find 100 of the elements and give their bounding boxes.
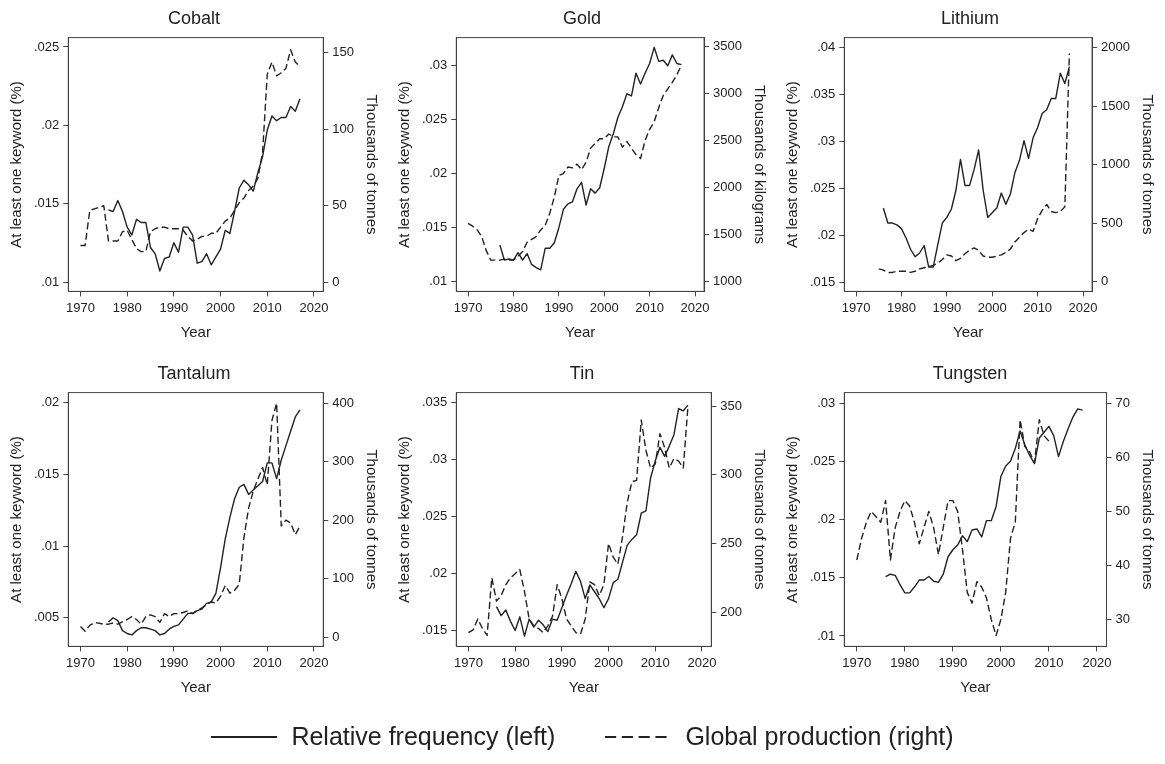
y2-tick-label: 30 xyxy=(1115,610,1131,626)
chart-title: Lithium xyxy=(940,7,1000,28)
x-axis-title: Year xyxy=(953,323,984,341)
y-axis-title: At least one keyword (%) xyxy=(395,436,413,603)
y2-axis-title: Thousands of tonnes xyxy=(1139,449,1157,590)
x-tick-label: 1970 xyxy=(842,654,872,670)
line-series xyxy=(79,402,301,632)
y2-tick-label: 100 xyxy=(332,570,355,586)
x-tick-label: 2010 xyxy=(1034,654,1064,670)
x-tick-label: 1970 xyxy=(65,299,95,315)
chart-title: Cobalt xyxy=(167,7,221,28)
y-tick-label: .025 xyxy=(809,452,836,468)
y2-tick-label: 50 xyxy=(332,197,347,213)
x-tick-label: 1990 xyxy=(159,299,189,315)
y2-tick-label: 0 xyxy=(332,273,340,289)
x-tick-label: 2020 xyxy=(687,654,717,670)
y-tick-label: .03 xyxy=(429,57,448,73)
x-tick-label: 1980 xyxy=(499,299,528,315)
y2-axis-title: Thousands of tonnes xyxy=(363,94,381,235)
y2-tick-label: 40 xyxy=(1115,556,1131,572)
x-tick-label: 1980 xyxy=(112,299,142,315)
y2-tick-label: 2500 xyxy=(713,132,742,148)
x-tick-label: 1970 xyxy=(841,299,871,315)
y-tick-label: .02 xyxy=(41,394,60,410)
y-axis-title: At least one keyword (%) xyxy=(7,436,25,603)
y2-tick-label: 200 xyxy=(332,511,355,527)
legend-label: Global production (right) xyxy=(685,722,954,751)
chart-title: Tantalum xyxy=(157,362,231,383)
y-tick-label: .01 xyxy=(41,537,60,553)
y2-tick-label: 1500 xyxy=(1101,97,1130,113)
x-tick-label: 2010 xyxy=(640,654,670,670)
y-tick-label: .015 xyxy=(421,622,448,638)
y2-tick-label: 300 xyxy=(720,466,743,482)
y-tick-label: .025 xyxy=(421,111,448,127)
chart-title: Tin xyxy=(569,362,595,383)
x-axis-title: Year xyxy=(180,323,211,341)
x-tick-label: 2000 xyxy=(206,299,236,315)
x-tick-label: 2010 xyxy=(252,299,282,315)
x-tick-label: 1980 xyxy=(112,654,142,670)
y-tick-label: .03 xyxy=(817,394,836,410)
y2-tick-label: 70 xyxy=(1115,394,1131,410)
x-tick-label: 2020 xyxy=(299,299,329,315)
x-tick-label: 1990 xyxy=(932,299,962,315)
x-tick-label: 2020 xyxy=(680,299,710,315)
x-tick-label: 2000 xyxy=(206,654,236,670)
y2-tick-label: 350 xyxy=(720,397,743,413)
y-tick-label: .005 xyxy=(33,609,60,625)
y2-tick-label: 60 xyxy=(1115,448,1131,464)
y2-tick-label: 100 xyxy=(332,120,355,136)
y2-axis-title: Thousands of tonnes xyxy=(751,449,769,590)
y-tick-label: .015 xyxy=(421,219,448,235)
chart-title: Tungsten xyxy=(932,362,1008,383)
y2-axis-title: Thousands of tonnes xyxy=(1139,94,1157,235)
legend-label: Relative frequency (left) xyxy=(291,722,556,751)
y-tick-label: .015 xyxy=(809,569,836,585)
x-tick-label: 2000 xyxy=(977,299,1007,315)
y2-tick-label: 2000 xyxy=(713,179,742,195)
y-tick-label: .035 xyxy=(421,394,448,410)
y-tick-label: .02 xyxy=(817,511,836,527)
y2-tick-label: 1000 xyxy=(713,273,742,289)
x-tick-label: 1990 xyxy=(159,654,189,670)
x-tick-label: 1970 xyxy=(453,299,483,315)
x-tick-label: 2010 xyxy=(635,299,665,315)
x-tick-label: 2000 xyxy=(589,299,619,315)
y-tick-label: .03 xyxy=(817,133,836,149)
y-tick-label: .015 xyxy=(33,195,60,211)
x-axis-title: Year xyxy=(568,678,599,696)
y2-tick-label: 0 xyxy=(1101,273,1109,289)
x-tick-label: 2020 xyxy=(1082,654,1112,670)
y-tick-label: .035 xyxy=(809,86,836,102)
x-tick-label: 1970 xyxy=(65,654,95,670)
y-axis-title: At least one keyword (%) xyxy=(395,81,413,248)
x-tick-label: 1980 xyxy=(500,654,530,670)
y-tick-label: .02 xyxy=(817,226,836,242)
y2-tick-label: 250 xyxy=(720,535,743,551)
y2-axis-title: Thousands of tonnes xyxy=(363,449,381,590)
y-tick-label: .025 xyxy=(421,508,448,524)
y-tick-label: .02 xyxy=(429,565,448,581)
y-tick-label: .02 xyxy=(41,116,60,132)
x-tick-label: 2010 xyxy=(1023,299,1053,315)
x-tick-label: 2020 xyxy=(299,654,329,670)
y-tick-label: .03 xyxy=(429,451,448,467)
x-axis-title: Year xyxy=(960,678,991,696)
y-axis-title: At least one keyword (%) xyxy=(783,81,801,248)
x-tick-label: 2010 xyxy=(252,654,282,670)
x-tick-label: 1970 xyxy=(453,654,483,670)
y-tick-label: .04 xyxy=(817,39,836,55)
x-tick-label: 1980 xyxy=(890,654,920,670)
y2-tick-label: 1000 xyxy=(1101,156,1130,172)
y2-tick-label: 0 xyxy=(332,628,340,644)
y-axis-title: At least one keyword (%) xyxy=(7,81,25,248)
y2-tick-label: 3000 xyxy=(713,85,742,101)
y2-tick-label: 500 xyxy=(1101,214,1123,230)
y-axis-title: At least one keyword (%) xyxy=(783,436,801,603)
x-tick-label: 1980 xyxy=(887,299,916,315)
y2-tick-label: 50 xyxy=(1115,502,1131,518)
x-tick-label: 1990 xyxy=(938,654,968,670)
x-tick-label: 2000 xyxy=(594,654,624,670)
x-tick-label: 1990 xyxy=(544,299,574,315)
y2-tick-label: 1500 xyxy=(713,226,742,242)
